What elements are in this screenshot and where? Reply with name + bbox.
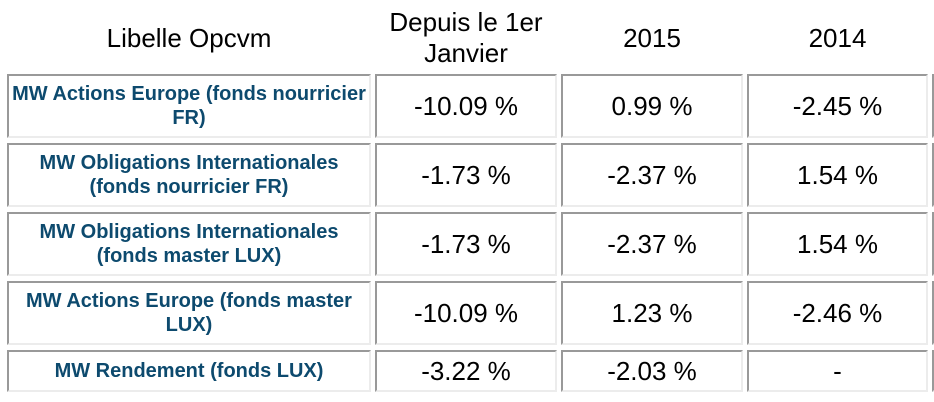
value-cell-2015: -2.37 % (561, 212, 743, 277)
value-cell-2015: -2.03 % (561, 350, 743, 393)
fund-name-cell: MW Actions Europe (fonds nourricier FR) (7, 74, 371, 139)
fund-performance-table: Libelle Opcvm Depuis le 1er Janvier 2015… (3, 2, 934, 397)
fund-name-cell: MW Rendement (fonds LUX) (7, 350, 371, 393)
header-row: Libelle Opcvm Depuis le 1er Janvier 2015… (7, 7, 934, 70)
value-cell-2015: 1.23 % (561, 281, 743, 346)
value-cell-2014: 1.54 % (747, 143, 928, 208)
value-cell-cutoff (932, 74, 934, 139)
value-cell-cutoff (932, 143, 934, 208)
value-cell-ytd: -3.22 % (375, 350, 557, 393)
value-cell-ytd: -10.09 % (375, 281, 557, 346)
column-header-cutoff (932, 7, 934, 70)
column-header-2014: 2014 (747, 7, 928, 70)
table-row: MW Obligations Internationales (fonds no… (7, 143, 934, 208)
value-cell-2014: -2.45 % (747, 74, 928, 139)
fund-name-cell: MW Obligations Internationales (fonds ma… (7, 212, 371, 277)
table-row: MW Actions Europe (fonds nourricier FR) … (7, 74, 934, 139)
value-cell-ytd: -1.73 % (375, 143, 557, 208)
value-cell-cutoff (932, 350, 934, 393)
column-header-libelle-opcvm: Libelle Opcvm (7, 7, 371, 70)
table-row: MW Actions Europe (fonds master LUX) -10… (7, 281, 934, 346)
table-row: MW Rendement (fonds LUX) -3.22 % -2.03 %… (7, 350, 934, 393)
value-cell-2014: -2.46 % (747, 281, 928, 346)
value-cell-ytd: -1.73 % (375, 212, 557, 277)
fund-name-cell: MW Actions Europe (fonds master LUX) (7, 281, 371, 346)
value-cell-cutoff (932, 281, 934, 346)
fund-name-cell: MW Obligations Internationales (fonds no… (7, 143, 371, 208)
table-row: MW Obligations Internationales (fonds ma… (7, 212, 934, 277)
value-cell-ytd: -10.09 % (375, 74, 557, 139)
value-cell-2015: 0.99 % (561, 74, 743, 139)
value-cell-2015: -2.37 % (561, 143, 743, 208)
value-cell-2014: 1.54 % (747, 212, 928, 277)
column-header-2015: 2015 (561, 7, 743, 70)
value-cell-2014: - (747, 350, 928, 393)
value-cell-cutoff (932, 212, 934, 277)
column-header-depuis-1er-janvier: Depuis le 1er Janvier (375, 7, 557, 70)
